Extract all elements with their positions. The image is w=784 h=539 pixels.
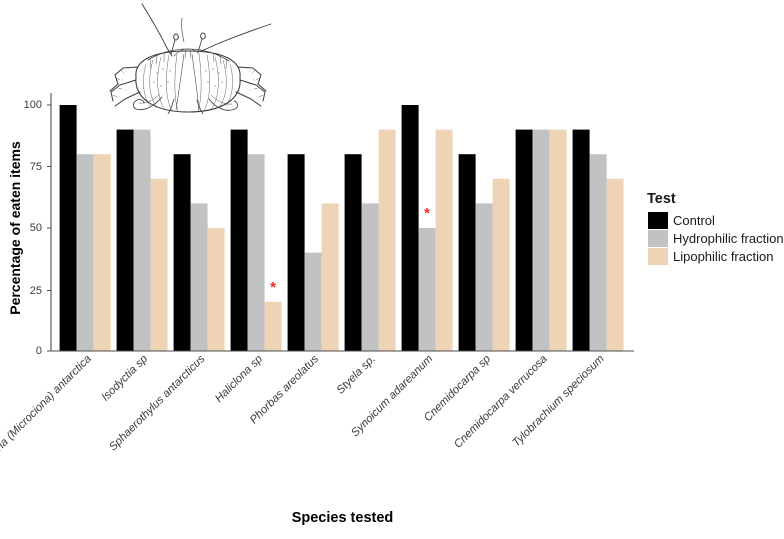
- svg-text:*: *: [270, 279, 276, 296]
- svg-text:*: *: [424, 205, 430, 222]
